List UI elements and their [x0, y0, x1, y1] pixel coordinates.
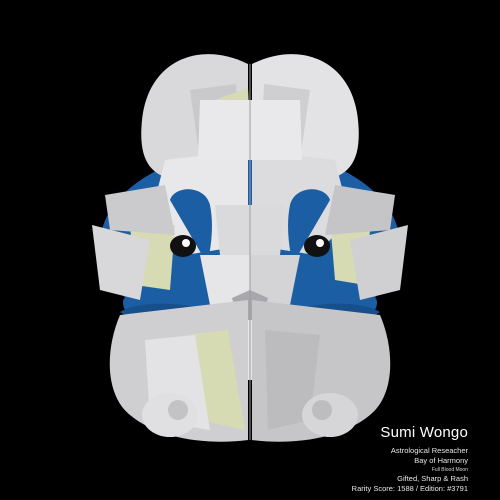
- right-upper-spike: [325, 185, 395, 235]
- character-name: Sumi Wongo: [380, 424, 468, 441]
- character-moon: Full Blood Moon: [431, 467, 468, 473]
- character-info: Sumi Wongo Astrological Reseacher Bay of…: [268, 424, 468, 494]
- character-rarity: Rarity Score: 1588 / Edition: #3791: [351, 484, 468, 493]
- right-eye: [304, 235, 330, 257]
- left-paw: [142, 393, 198, 437]
- character-traits: Gifted, Sharp & Rash: [397, 474, 468, 483]
- character-occupation: Astrological Reseacher: [390, 446, 468, 455]
- left-upper-spike: [105, 185, 175, 235]
- right-paw: [302, 393, 358, 437]
- right-side-spike: [350, 225, 408, 300]
- left-eye: [170, 235, 196, 257]
- character-location: Bay of Harmony: [414, 456, 468, 465]
- left-side-spike: [92, 225, 150, 300]
